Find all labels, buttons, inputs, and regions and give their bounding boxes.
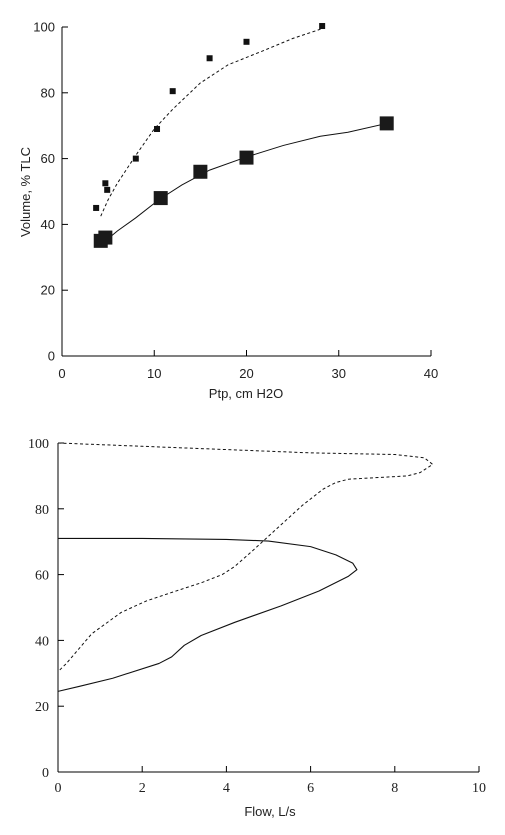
data-point-large: [98, 230, 113, 245]
data-point-small: [169, 88, 176, 95]
x-tick-label: 20: [239, 366, 253, 381]
y-tick-label: 100: [33, 20, 55, 35]
data-point-small: [102, 180, 109, 187]
y-tick-label: 40: [41, 217, 55, 232]
y-tick-label: 100: [28, 437, 49, 452]
x-tick-label: 0: [55, 781, 62, 796]
chart-bottom: 0 20 40 60 80 100 0 2 4 6 8 10 Flow, L/s: [28, 437, 486, 819]
x-tick-label: 6: [307, 781, 314, 796]
series-2-loop-line: [57, 537, 358, 692]
x-tick-label: 8: [391, 781, 398, 796]
data-point-small: [104, 186, 111, 193]
y-tick-label: 80: [41, 85, 55, 100]
y-tick-label: 40: [35, 634, 49, 649]
x-tick-label: 40: [424, 366, 438, 381]
data-point-large: [153, 191, 168, 206]
y-tick-label: 60: [35, 569, 49, 584]
y-tick-label: 0: [42, 766, 49, 781]
x-axis-label: Ptp, cm H2O: [209, 386, 283, 401]
y-axis-label: Volume, % TLC: [18, 147, 33, 237]
data-point-large: [239, 150, 254, 165]
x-tick-label: 10: [147, 366, 161, 381]
data-point-small: [93, 204, 100, 211]
data-point-small: [132, 155, 139, 162]
data-point-small: [154, 125, 161, 132]
y-tick-label: 20: [35, 700, 49, 715]
y-tick-label: 20: [41, 283, 55, 298]
data-point-large: [379, 116, 394, 131]
x-tick-label: 4: [223, 781, 230, 796]
data-point-small: [243, 38, 250, 45]
data-point-small: [319, 23, 326, 30]
data-point-large: [193, 164, 208, 179]
x-tick-label: 0: [58, 366, 65, 381]
data-point-small: [206, 55, 213, 62]
x-tick-label: 10: [472, 781, 486, 796]
series-2-fit-line: [103, 122, 387, 243]
chart-top: 0 20 40 60 80 100 0 10 20 30 40 Ptp, cm H2O Volume, …: [18, 20, 438, 402]
x-axis-label: Flow, L/s: [244, 804, 296, 819]
series-1-loop-line: [57, 442, 434, 673]
x-tick-label: 2: [139, 781, 146, 796]
x-tick-label: 30: [332, 366, 346, 381]
y-tick-label: 60: [41, 151, 55, 166]
y-tick-label: 80: [35, 503, 49, 518]
y-tick-label: 0: [48, 349, 55, 364]
